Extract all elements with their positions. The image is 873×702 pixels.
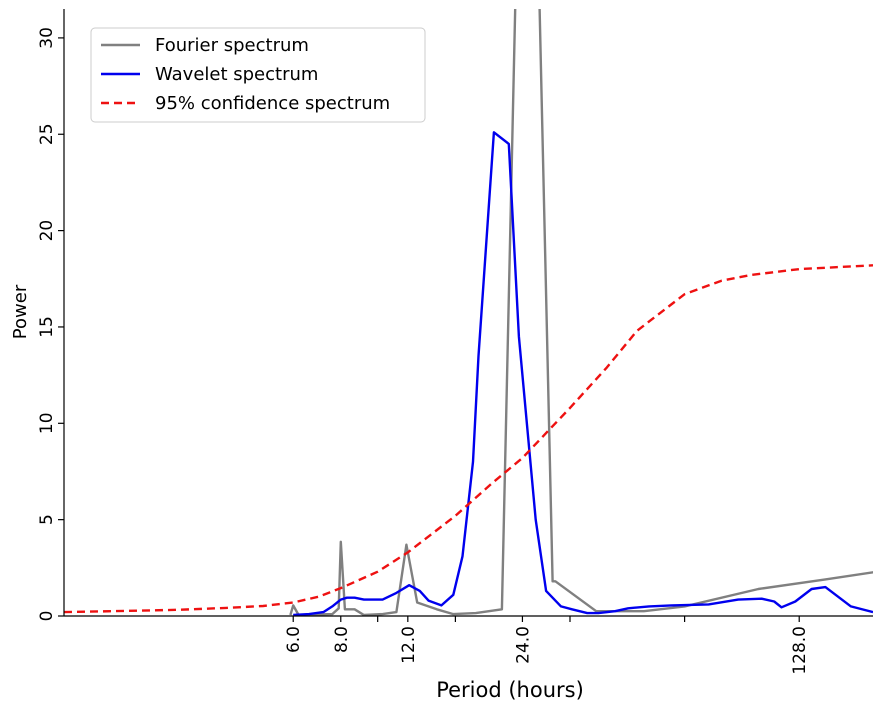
- x-tick-label: 6.0: [284, 626, 304, 653]
- legend-label-2: 95% confidence spectrum: [155, 93, 390, 114]
- x-tick-label: 128.0: [790, 626, 810, 675]
- x-tick-label: 24.0: [513, 626, 533, 664]
- series-line-2: [64, 264, 873, 614]
- y-tick-label: 5: [37, 514, 57, 525]
- x-tick-label: 8.0: [332, 626, 352, 653]
- series-line-1: [293, 131, 873, 616]
- legend-label-1: Wavelet spectrum: [155, 64, 318, 85]
- y-tick-label: 10: [37, 412, 57, 434]
- series-line-0: [289, 9, 873, 616]
- legend-label-0: Fourier spectrum: [155, 35, 309, 56]
- y-tick-label: 0: [37, 611, 57, 622]
- axes-layer: 0 5 10 15 20 25 30 6.0 8.0 12.0 24.0 128.0: [37, 9, 873, 675]
- y-axis-label: Power: [10, 284, 31, 339]
- legend-box: [90, 27, 426, 123]
- y-tick-label: 20: [37, 220, 57, 242]
- series-layer: [64, 9, 873, 616]
- y-tick-label: 15: [37, 316, 57, 338]
- x-tick-label: 12.0: [399, 626, 419, 664]
- legend: Fourier spectrum Wavelet spectrum 95% conf…: [90, 27, 426, 123]
- y-tick-label: 25: [37, 123, 57, 145]
- x-axis-label: Period (hours): [436, 678, 584, 702]
- y-tick-label: 30: [37, 27, 57, 49]
